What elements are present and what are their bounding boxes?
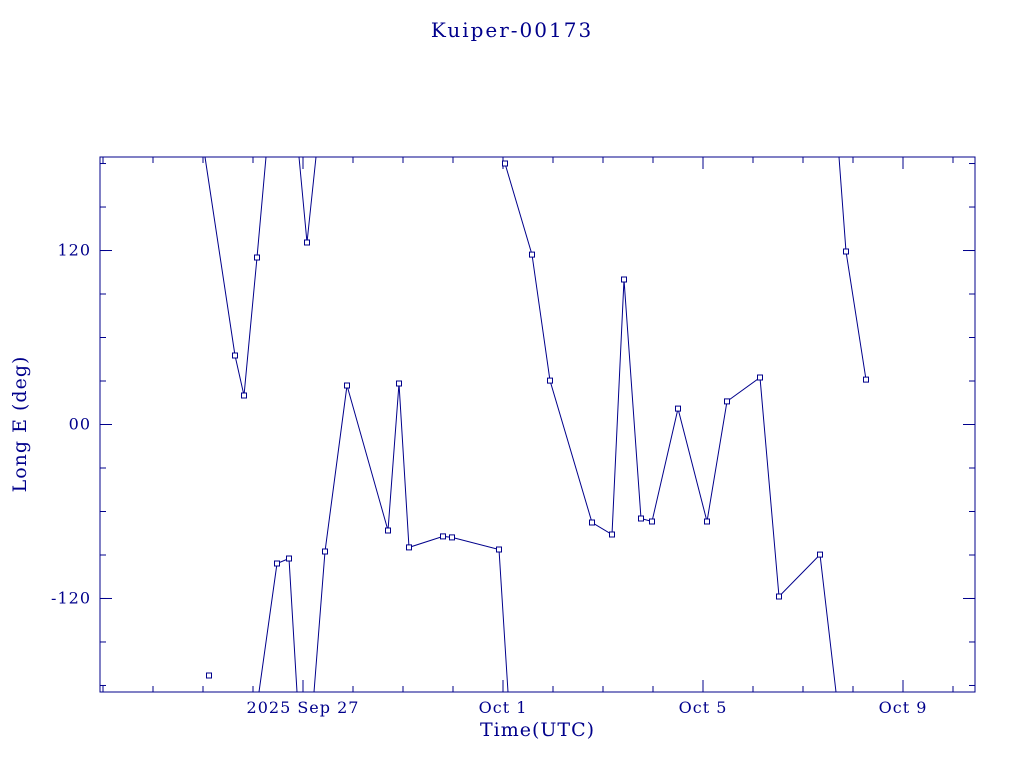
data-point-marker bbox=[757, 374, 763, 381]
data-point-marker bbox=[649, 518, 655, 525]
data-point-marker bbox=[496, 546, 502, 553]
data-point-marker bbox=[396, 380, 402, 387]
data-point-marker bbox=[547, 377, 553, 384]
data-point-marker bbox=[241, 392, 247, 399]
wrap-segment-2-line bbox=[298, 156, 317, 243]
chart-title: Kuiper-00173 bbox=[430, 18, 594, 42]
x-tick-label: Oct 1 bbox=[479, 698, 528, 717]
data-point-marker bbox=[286, 555, 292, 562]
data-point-marker bbox=[254, 254, 260, 261]
wrap-segment-5-line bbox=[504, 163, 837, 693]
data-point-marker bbox=[843, 248, 849, 255]
data-point-marker bbox=[529, 251, 535, 258]
data-point-marker bbox=[385, 527, 391, 534]
data-point-marker bbox=[322, 548, 328, 555]
data-point-marker bbox=[817, 551, 823, 558]
wrap-segment-3-line bbox=[258, 557, 298, 693]
data-point-marker bbox=[675, 405, 681, 412]
data-point-marker bbox=[704, 518, 710, 525]
data-point-marker bbox=[502, 160, 508, 167]
data-point-marker bbox=[638, 515, 644, 522]
data-point-marker bbox=[206, 672, 212, 679]
y-tick-label: 00 bbox=[69, 415, 91, 434]
wrap-segment-4-line bbox=[313, 383, 509, 693]
wrap-segment-1-line bbox=[204, 156, 267, 396]
data-point-marker bbox=[724, 398, 730, 405]
x-tick-label: Oct 9 bbox=[879, 698, 928, 717]
data-point-marker bbox=[232, 352, 238, 359]
y-tick-label: -120 bbox=[51, 588, 91, 607]
data-point-marker bbox=[344, 382, 350, 389]
data-point-marker bbox=[609, 531, 615, 538]
data-point-marker bbox=[406, 544, 412, 551]
data-point-marker bbox=[274, 560, 280, 567]
data-point-marker bbox=[440, 533, 446, 540]
plot-frame bbox=[99, 156, 976, 693]
y-tick-label: 120 bbox=[57, 241, 91, 260]
data-point-marker bbox=[621, 276, 627, 283]
data-point-marker bbox=[863, 376, 869, 383]
wrap-segment-6-line bbox=[838, 156, 867, 380]
data-point-marker bbox=[589, 519, 595, 526]
x-axis-label: Time(UTC) bbox=[479, 719, 596, 741]
data-point-marker bbox=[304, 239, 310, 246]
x-tick-label: 2025 Sep 27 bbox=[247, 698, 360, 717]
data-point-marker bbox=[449, 534, 455, 541]
data-point-marker bbox=[776, 593, 782, 600]
x-tick-label: Oct 5 bbox=[679, 698, 728, 717]
